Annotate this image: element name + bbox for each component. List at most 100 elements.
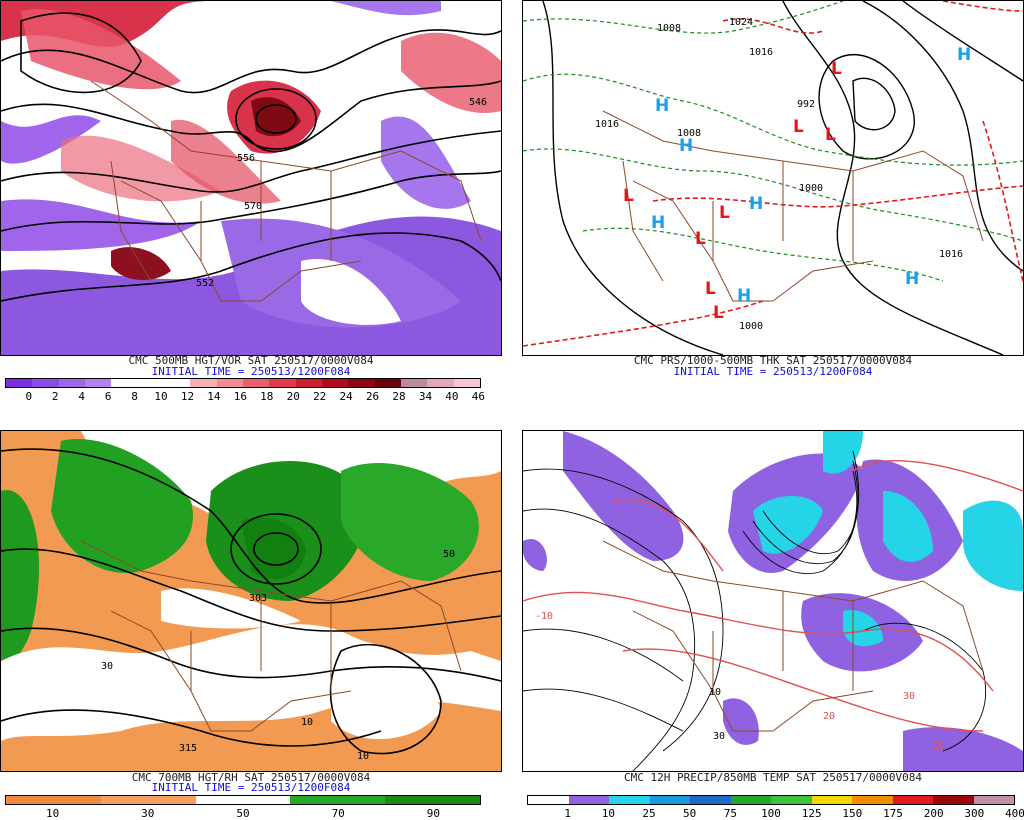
colorbar-swatch [242,379,270,387]
colorbar-label: 50 [683,807,697,820]
colorbar-swatch [568,796,609,804]
contour-label: 50 [443,549,456,560]
contour-label: 20 [823,711,836,722]
panel-700mb-rh: 303 315 50 10 10 30 [0,430,502,772]
colorbar-swatch [6,379,33,387]
colorbar-label: 46 [471,390,485,403]
colorbar-label: 400 [1005,807,1024,820]
contour-label: 10 [709,687,722,698]
colorbar-label: 22 [313,390,327,403]
colorbar-label: 150 [842,807,863,820]
contour-label: 992 [797,99,816,110]
colorbar-label: 10 [601,807,615,820]
colorbar-label: 18 [260,390,274,403]
colorbar-swatch [190,379,217,387]
colorbar-label: 30 [141,807,155,820]
colorbar-swatch [649,796,690,804]
contour-label: 1008 [677,128,702,139]
colorbar-label: 40 [445,390,459,403]
low-pressure-center: L [623,186,634,206]
top-left-colorbar [5,378,481,388]
colorbar-swatch [295,379,322,387]
colorbar-label: 26 [365,390,380,403]
high-pressure-center: H [905,269,920,289]
colorbar-label: 25 [642,807,656,820]
colorbar-swatch [892,796,933,804]
colorbar-swatch [6,796,101,804]
contour-label: 1000 [739,321,764,332]
colorbar-label: 125 [801,807,822,820]
colorbar-swatch [195,796,291,804]
colorbar-swatch [32,379,59,387]
contour-label: 1016 [595,119,620,130]
colorbar-swatch [269,379,296,387]
precip-map [523,431,1023,771]
colorbar-label: 75 [723,807,737,820]
contour-label: 315 [179,743,198,754]
low-pressure-center: L [713,303,724,323]
contour-label: 30 [903,691,916,702]
colorbar-swatch [321,379,349,387]
low-pressure-center: L [705,279,716,299]
colorbar-label: 34 [418,390,433,403]
high-pressure-center: H [737,286,752,306]
contour-label: 303 [249,593,268,604]
colorbar-label: 50 [236,807,250,820]
contour-label: 570 [244,201,263,212]
pressure-map [523,1,1023,355]
colorbar-swatch [730,796,771,804]
colorbar-swatch [290,796,386,804]
colorbar-swatch [771,796,812,804]
contour-label: 1024 [729,17,754,28]
bottom-right-colorbar [527,795,1015,805]
low-pressure-center: L [695,229,706,249]
high-pressure-center: H [749,194,764,214]
colorbar-swatch [100,796,196,804]
rh-map [1,431,501,771]
colorbar-swatch [427,379,454,387]
colorbar-swatch [111,379,138,387]
top-left-title: CMC 500MB HGT/VOR SAT 250517/0000V084 [128,354,374,367]
colorbar-label: 12 [180,390,195,403]
high-pressure-center: H [679,136,694,156]
colorbar-swatch [933,796,974,804]
colorbar-swatch [528,796,569,804]
panel-precip-850mb: -10 10 20 30 30 20 [522,430,1024,772]
low-pressure-center: L [793,117,804,137]
colorbar-swatch [973,796,1014,804]
colorbar-label: 2 [51,390,59,403]
colorbar-swatch [811,796,852,804]
low-pressure-center: L [719,203,730,223]
colorbar-swatch [690,796,731,804]
contour-label: 10 [301,717,314,728]
colorbar-swatch [348,379,375,387]
high-pressure-center: H [655,96,670,116]
colorbar-swatch [852,796,893,804]
colorbar-label: 6 [104,390,112,403]
contour-label: 20 [933,741,946,752]
contour-label: 10 [357,751,370,762]
colorbar-label: 0 [25,390,33,403]
colorbar-label: 175 [883,807,903,820]
colorbar-label: 200 [923,807,944,820]
panel-pressure-thickness: L L L L L L L L H H H H H H H 1008 1024 … [522,0,1024,356]
colorbar-label: 24 [339,390,353,403]
top-right-initial-time: INITIAL TIME = 250513/1200F084 [673,365,873,378]
colorbar-label: 4 [78,390,85,403]
top-left-initial-time: INITIAL TIME = 250513/1200F084 [151,365,351,378]
colorbar-label: 300 [964,807,985,820]
colorbar-swatch [400,379,428,387]
panel-500mb-vorticity: 546 556 570 552 [0,0,502,356]
contour-label: 1016 [939,249,964,260]
colorbar-label: 14 [207,390,221,403]
colorbar-swatch [374,379,401,387]
colorbar-swatch [216,379,243,387]
colorbar-label: 20 [286,390,300,403]
colorbar-label: 28 [392,390,406,403]
contour-label: -10 [535,611,554,622]
colorbar-label: 100 [761,807,781,820]
contour-label: 546 [469,97,488,108]
colorbar-label: 70 [331,807,345,820]
low-pressure-center: L [825,125,836,145]
vorticity-map [1,1,501,355]
